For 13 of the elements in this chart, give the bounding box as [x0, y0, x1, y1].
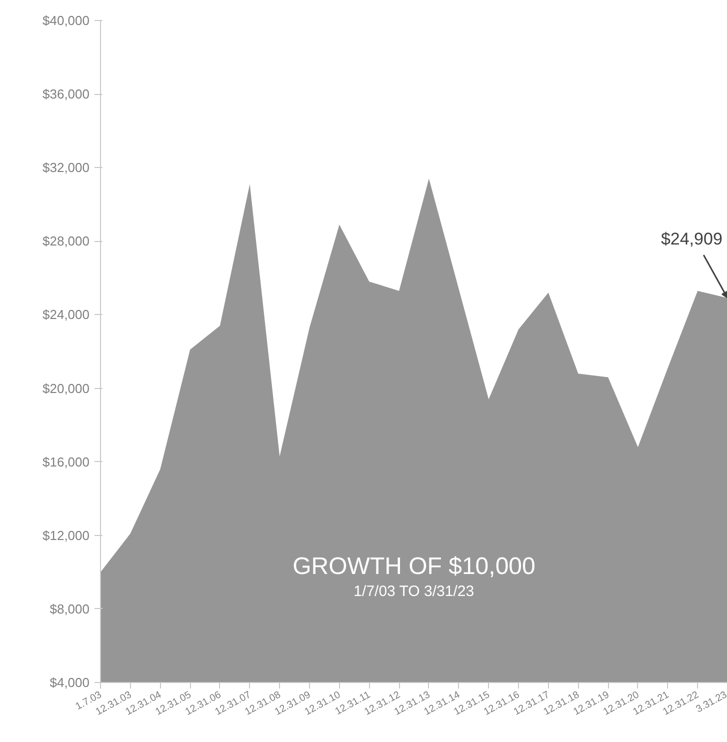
y-tick-label: $36,000	[42, 86, 90, 102]
y-tick-label: $8,000	[50, 601, 90, 616]
y-tick-label: $40,000	[42, 13, 90, 28]
y-tick-label: $20,000	[42, 380, 90, 396]
y-tick-label: $12,000	[42, 528, 90, 543]
y-tick-label: $24,000	[42, 307, 90, 322]
annotation: $24,909	[660, 229, 722, 248]
text: 1/7/03 TO 3/31/23	[354, 583, 474, 600]
text: GROWTH OF $10,000	[292, 552, 536, 580]
y-tick-label: $28,000	[42, 234, 90, 249]
y-tick-label: $32,000	[42, 160, 90, 176]
y-tick-label: $16,000	[42, 454, 90, 470]
y-tick-label: $4,000	[50, 675, 90, 690]
